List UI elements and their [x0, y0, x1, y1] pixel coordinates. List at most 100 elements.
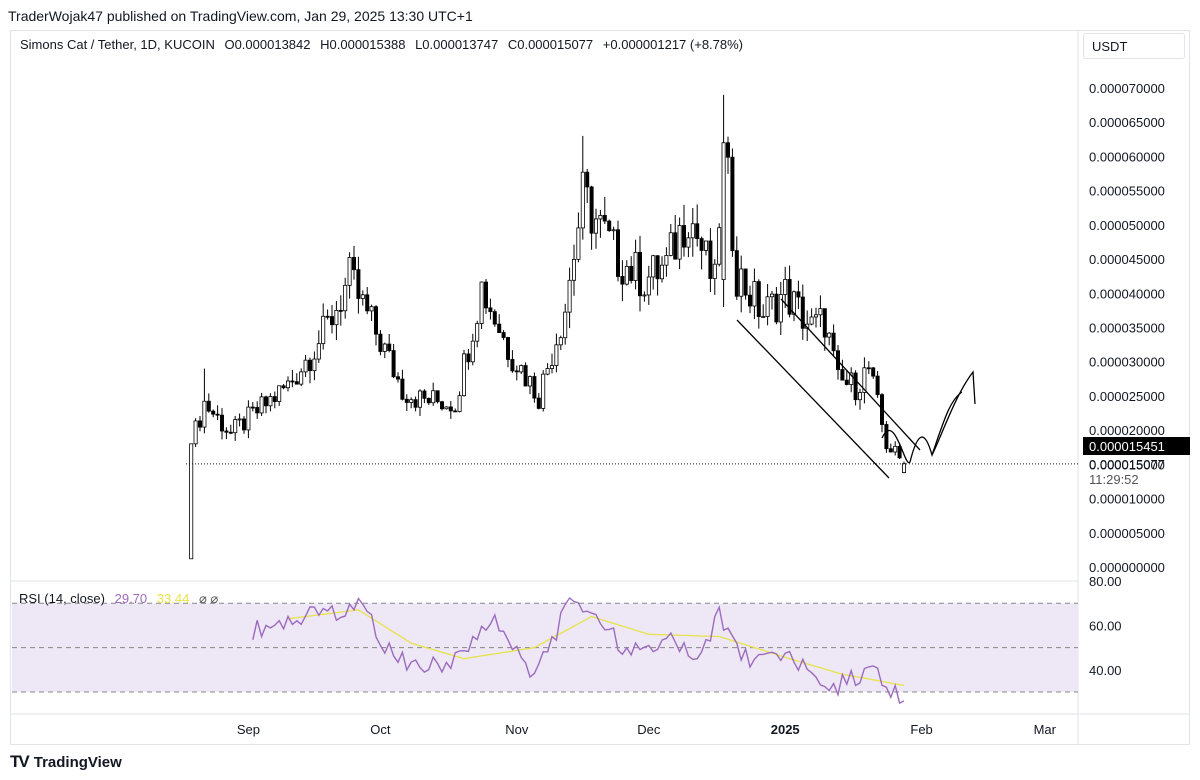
candle-body: [550, 365, 555, 369]
candle-body: [580, 171, 585, 229]
bar-countdown-label: 11:29:52: [1089, 472, 1139, 487]
time-tick-label: Dec: [637, 722, 661, 737]
candle-body: [483, 281, 488, 309]
candle-body: [858, 392, 863, 401]
price-tick-label: 0.000050000: [1089, 218, 1165, 233]
candle-body: [840, 369, 845, 381]
candle-body: [448, 406, 453, 412]
candle-body: [197, 420, 202, 428]
candle-body: [334, 309, 339, 326]
candle-body: [576, 227, 581, 260]
price-tick-label: 0.000065000: [1089, 115, 1165, 130]
candle-body: [202, 400, 207, 428]
price-tick-label: 0.000060000: [1089, 149, 1165, 164]
candle-body: [800, 296, 805, 329]
candle-body: [629, 265, 634, 281]
candle-body: [285, 380, 290, 389]
candle-body: [250, 406, 255, 409]
candle-body: [558, 337, 563, 346]
candle-body: [664, 255, 669, 266]
symbol-name[interactable]: Simons Cat / Tether, 1D, KUCOIN: [20, 37, 215, 52]
candle-body: [321, 315, 326, 345]
candle-body: [787, 279, 792, 315]
candle-body: [875, 375, 880, 396]
candle-body: [219, 414, 224, 432]
candle-body: [391, 350, 396, 378]
candle-body: [409, 399, 414, 403]
crosshair-price-label: 0.000015451: [1089, 439, 1165, 454]
rsi-value: 29.70: [114, 591, 148, 606]
candle-body: [246, 406, 251, 431]
price-axis: 0.000070000 0.000065000 0.000060000 0.00005…: [1083, 81, 1190, 575]
candle-body: [545, 368, 550, 375]
candle-body: [853, 372, 858, 401]
candle-body: [607, 220, 612, 232]
candle-body: [739, 268, 744, 297]
crosshair-price-badge: [1083, 437, 1190, 455]
rsi-ma-value: 33.44: [156, 591, 190, 606]
candle-body: [888, 448, 893, 453]
candle-body: [193, 420, 198, 445]
currency-selector[interactable]: USDT: [1083, 33, 1185, 59]
footer-brand: TV TradingView: [10, 752, 122, 772]
candle-body: [343, 284, 348, 312]
candle-body: [734, 250, 739, 297]
tradingview-logo-icon: TV: [10, 752, 30, 771]
symbol-legend: Simons Cat / Tether, 1D, KUCOIN O0.00001…: [20, 37, 749, 52]
price-tick-label: 0.000070000: [1089, 81, 1165, 96]
candle-body: [536, 397, 541, 409]
ohlc-close: C0.000015077: [507, 37, 594, 52]
candle-body: [796, 291, 801, 298]
candle-body: [461, 353, 466, 397]
candle-body: [690, 223, 695, 239]
candle-body: [395, 376, 400, 380]
price-pane: [10, 30, 1190, 745]
candle-body: [488, 307, 493, 313]
price-tick-label: 0.000000000: [1089, 560, 1165, 575]
candle-body: [290, 380, 295, 383]
candle-body: [686, 237, 691, 248]
candle-body: [814, 314, 819, 318]
candle-body: [818, 308, 823, 316]
candle-body: [792, 291, 797, 315]
rsi-tick-label: 40.00: [1089, 663, 1122, 678]
price-tick-label: 0.000020000: [1089, 423, 1165, 438]
price-tick-label: 0.000040000: [1089, 286, 1165, 301]
candle-body: [475, 323, 480, 342]
candle-body: [884, 424, 889, 450]
candle-body: [602, 215, 607, 222]
candle-body: [439, 401, 444, 410]
candle-body: [844, 379, 849, 385]
candle-body: [365, 294, 370, 312]
price-tick-label: 0.000025000: [1089, 389, 1165, 404]
candle-body: [338, 309, 343, 312]
candle-body: [563, 311, 568, 339]
candle-body: [655, 255, 660, 280]
candle-body: [620, 276, 625, 285]
candle-body: [382, 343, 387, 352]
candle-body: [822, 308, 827, 338]
ohlc-high: H0.000015388: [320, 37, 406, 52]
rsi-title[interactable]: RSI (14, close): [19, 591, 105, 606]
candle-body: [316, 343, 321, 360]
candle-body: [598, 215, 603, 220]
candle-body: [417, 390, 422, 408]
candle-body: [444, 406, 449, 410]
publisher-header: TraderWojak47 published on TradingView.c…: [8, 8, 473, 24]
channel-upper-line: [780, 298, 921, 451]
candle-body: [387, 343, 392, 351]
candle-body: [638, 251, 643, 297]
candle-body: [272, 396, 277, 402]
rsi-tick-label: 60.00: [1089, 618, 1122, 633]
candle-body: [233, 419, 238, 434]
price-tick-label: 0.000045000: [1089, 252, 1165, 267]
candle-body: [299, 371, 304, 385]
price-tick-label: 0.000030000: [1089, 355, 1165, 370]
candle-body: [752, 281, 757, 307]
candle-body: [783, 279, 788, 295]
candle-body: [497, 323, 502, 333]
rsi-empty-values-icon: ⌀ ⌀: [198, 591, 219, 606]
candle-body: [633, 251, 638, 281]
candle-body: [761, 316, 766, 318]
